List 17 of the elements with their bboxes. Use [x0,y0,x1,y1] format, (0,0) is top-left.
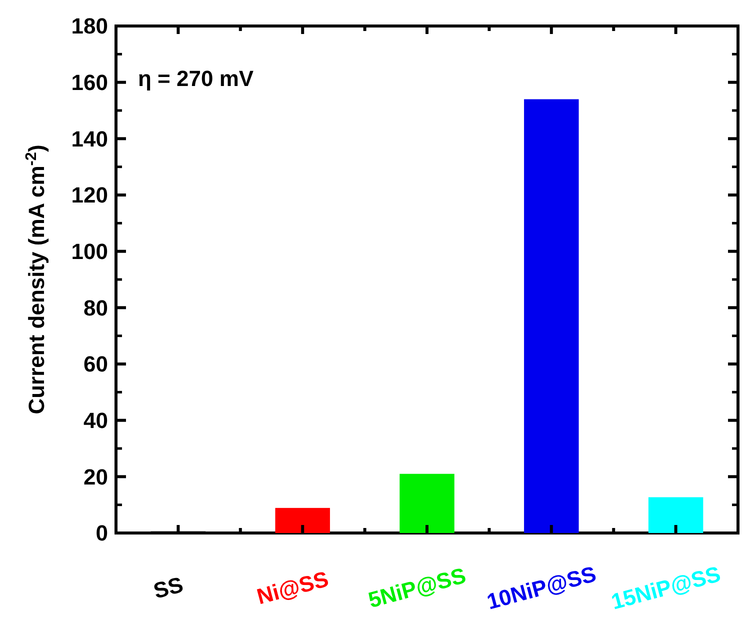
bar [400,474,454,533]
y-tick-label: 120 [71,182,108,208]
bar [524,99,579,533]
annotation: η = 270 mV [138,66,254,91]
y-tick-label: 80 [84,295,108,320]
y-tick-label: 40 [84,408,108,434]
y-tick-label: 20 [84,464,108,490]
y-tick-label: 60 [84,352,108,377]
bar [648,497,704,533]
y-tick-label: 180 [71,14,108,39]
y-tick-label: 140 [71,126,108,152]
y-tick-label: 100 [71,239,108,264]
y-tick-label: 160 [71,70,108,96]
x-tick-label: SS [150,572,186,604]
bar [275,508,330,533]
x-tick-label: Ni@SS [254,566,332,610]
y-tick-label: 0 [96,520,108,546]
